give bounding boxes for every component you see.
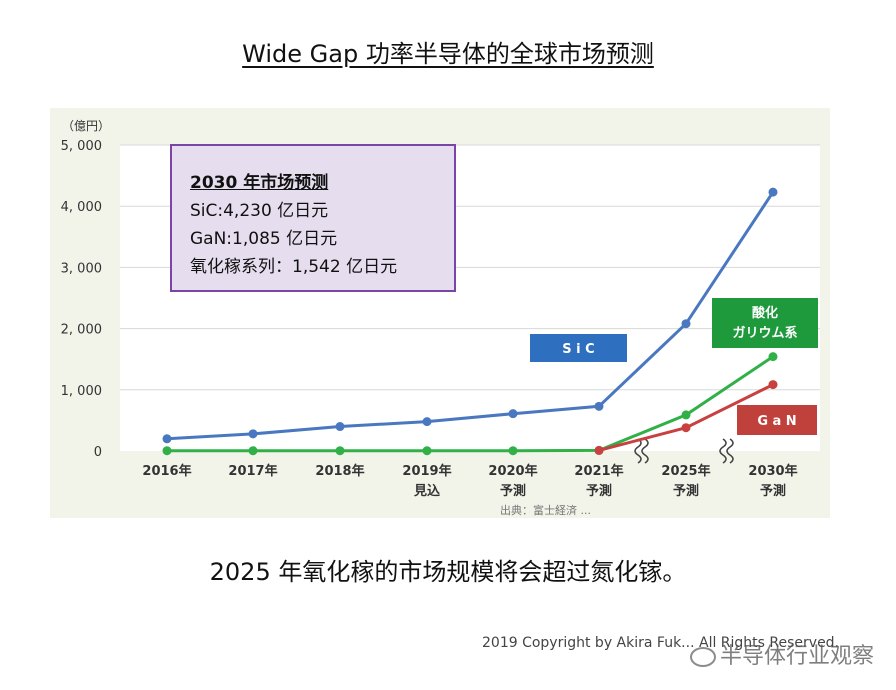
data-point bbox=[508, 446, 518, 456]
x-tick-label: 2030年 bbox=[748, 463, 797, 479]
data-point bbox=[335, 446, 345, 456]
annotation-line-gallium-oxide: 氧化稼系列：1,542 亿日元 bbox=[190, 257, 398, 277]
x-tick-label: 2019年 bbox=[402, 463, 451, 479]
axis-break-mark bbox=[634, 438, 642, 464]
forecast-annotation-box: 2030 年市场预测 SiC:4,230 亿日元 GaN:1,085 亿日元 氧… bbox=[170, 144, 456, 292]
annotation-heading: 2030 年市场预测 bbox=[190, 173, 329, 193]
x-tick-label: 2016年 bbox=[142, 463, 191, 479]
data-point bbox=[594, 445, 604, 455]
series-label-box bbox=[530, 334, 627, 362]
data-point bbox=[594, 401, 604, 411]
data-point bbox=[681, 410, 691, 420]
y-tick-label: 1, 000 bbox=[61, 384, 102, 399]
x-tick-sublabel: 予測 bbox=[673, 483, 699, 499]
page-title: Wide Gap 功率半导体的全球市场预测 bbox=[242, 40, 654, 68]
data-point bbox=[681, 423, 691, 433]
watermark-text: 半导体行业观察 bbox=[720, 644, 875, 669]
y-unit-label: （億円） bbox=[62, 119, 110, 133]
x-tick-sublabel: 予測 bbox=[586, 483, 612, 499]
x-tick-sublabel: 予測 bbox=[760, 483, 786, 499]
data-point bbox=[335, 422, 345, 432]
series-label-text: 酸化 bbox=[752, 305, 778, 321]
series-label-text: G a N bbox=[757, 414, 796, 429]
axis-break-mark bbox=[641, 438, 649, 464]
series-label-box bbox=[712, 298, 818, 348]
axis-break-mark bbox=[719, 438, 727, 464]
data-point bbox=[681, 319, 691, 329]
data-point bbox=[422, 417, 432, 427]
data-point bbox=[768, 352, 778, 362]
series-label-box bbox=[737, 405, 817, 435]
copyright-text: 2019 Copyright by Akira Fuk... All Right… bbox=[482, 635, 840, 651]
data-point bbox=[768, 380, 778, 390]
data-point bbox=[162, 434, 172, 444]
axis-break-mark bbox=[726, 438, 734, 464]
y-tick-label: 2, 000 bbox=[61, 323, 102, 338]
source-footnote: 出典：富士経済 ... bbox=[500, 503, 591, 517]
series-label-text: S i C bbox=[562, 342, 594, 357]
x-tick-label: 2021年 bbox=[574, 463, 623, 479]
x-tick-label: 2020年 bbox=[488, 463, 537, 479]
x-tick-label: 2025年 bbox=[661, 463, 710, 479]
data-point bbox=[248, 429, 258, 439]
series-line bbox=[167, 355, 774, 453]
y-tick-label: 4, 000 bbox=[61, 200, 102, 215]
wechat-icon bbox=[690, 647, 716, 667]
data-point bbox=[162, 446, 172, 456]
data-point bbox=[508, 409, 518, 419]
x-tick-label: 2017年 bbox=[228, 463, 277, 479]
x-tick-sublabel: 予測 bbox=[500, 483, 526, 499]
data-point bbox=[768, 187, 778, 197]
series-label-text: ガリウム系 bbox=[732, 325, 797, 341]
watermark: 半导体行业观察 bbox=[690, 638, 874, 670]
series-line bbox=[166, 191, 775, 441]
annotation-line-gan: GaN:1,085 亿日元 bbox=[190, 229, 338, 249]
x-tick-sublabel: 見込 bbox=[413, 483, 441, 499]
caption: 2025 年氧化稼的市场规模将会超过氮化镓。 bbox=[209, 558, 687, 586]
y-tick-label: 5, 000 bbox=[61, 139, 102, 154]
x-tick-label: 2018年 bbox=[315, 463, 364, 479]
data-point bbox=[422, 446, 432, 456]
y-tick-label: 0 bbox=[94, 445, 102, 460]
y-tick-label: 3, 000 bbox=[61, 261, 102, 276]
data-point bbox=[248, 446, 258, 456]
annotation-line-sic: SiC:4,230 亿日元 bbox=[190, 201, 329, 221]
